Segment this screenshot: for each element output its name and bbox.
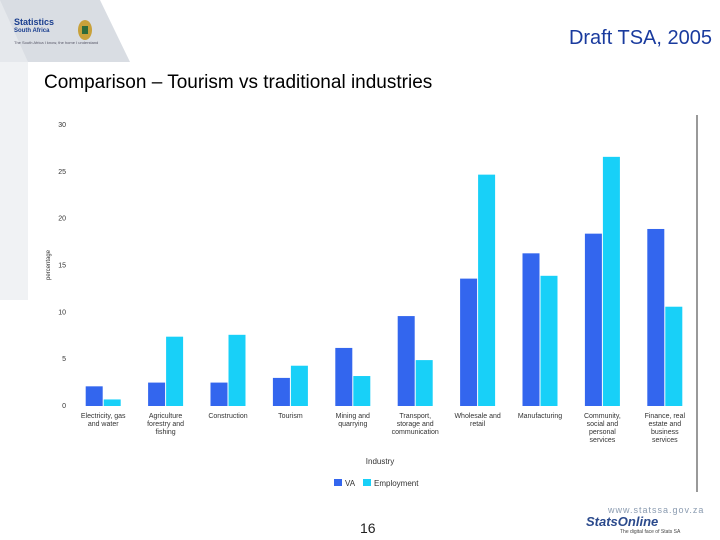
bar-va bbox=[272, 377, 290, 406]
coat-of-arms-icon bbox=[78, 20, 92, 40]
bar-va bbox=[85, 386, 103, 406]
bar-va bbox=[584, 233, 602, 406]
bar-employment bbox=[602, 156, 620, 406]
x-tick-label: Wholesale and bbox=[454, 413, 500, 420]
y-tick-label: 15 bbox=[58, 263, 66, 270]
bar-va bbox=[522, 253, 540, 406]
x-tick-label: Construction bbox=[208, 413, 247, 420]
x-tick-label: Agriculture bbox=[149, 413, 183, 420]
bar-employment bbox=[290, 365, 308, 406]
bar-va bbox=[460, 278, 478, 406]
y-tick-label: 30 bbox=[58, 122, 66, 129]
footer-url: www.statssa.gov.za bbox=[608, 505, 705, 515]
x-tick-label: retail bbox=[470, 421, 486, 428]
x-axis-label: Industry bbox=[366, 457, 394, 466]
legend-label: Employment bbox=[374, 479, 419, 488]
x-tick-label: forestry and bbox=[147, 421, 184, 428]
logo-text: Statistics South Africa bbox=[14, 17, 55, 35]
y-axis-label: percentage bbox=[46, 249, 52, 280]
x-tick-label: social and bbox=[587, 421, 619, 428]
legend-swatch bbox=[363, 479, 371, 486]
slide-title: Comparison – Tourism vs traditional indu… bbox=[44, 72, 433, 93]
x-tick-label: Tourism bbox=[278, 413, 303, 420]
x-tick-label: Transport, bbox=[399, 413, 431, 420]
x-tick-label: fishing bbox=[155, 429, 175, 436]
bar-employment bbox=[166, 336, 184, 406]
x-tick-label: Electricity, gas bbox=[81, 413, 126, 420]
bar-va bbox=[647, 228, 665, 406]
bar-va bbox=[148, 382, 166, 406]
x-tick-label: services bbox=[590, 437, 616, 444]
bar-employment bbox=[353, 376, 371, 406]
bar-employment bbox=[415, 360, 433, 406]
y-tick-label: 5 bbox=[62, 356, 66, 363]
bar-employment bbox=[540, 275, 558, 406]
x-tick-label: storage and bbox=[397, 421, 434, 428]
x-tick-label: business bbox=[651, 429, 679, 436]
x-tick-label: Manufacturing bbox=[518, 413, 562, 420]
y-tick-label: 0 bbox=[62, 403, 66, 410]
x-tick-label: Finance, real bbox=[645, 413, 686, 420]
x-tick-label: Mining and bbox=[336, 413, 370, 420]
page-number: 16 bbox=[360, 520, 376, 536]
x-tick-label: Community, bbox=[584, 413, 621, 420]
bar-va bbox=[335, 347, 353, 406]
bar-employment bbox=[103, 399, 121, 406]
y-tick-label: 10 bbox=[58, 309, 66, 316]
bar-employment bbox=[478, 174, 496, 406]
footer-slogan: The digital face of Stats SA bbox=[620, 529, 681, 535]
footer-brand: StatsOnline bbox=[586, 514, 659, 529]
x-tick-label: quarrying bbox=[338, 421, 367, 428]
header-decoration bbox=[0, 0, 130, 300]
x-tick-label: and water bbox=[88, 421, 119, 428]
y-tick-label: 25 bbox=[58, 169, 66, 176]
x-tick-label: services bbox=[652, 437, 678, 444]
legend-label: VA bbox=[345, 479, 356, 488]
logo-tagline: The South Africa I know, the home I unde… bbox=[14, 40, 99, 45]
bar-employment bbox=[665, 306, 683, 406]
header-title: Draft TSA, 2005 bbox=[568, 27, 712, 49]
x-tick-label: estate and bbox=[648, 421, 681, 428]
x-tick-label: communication bbox=[392, 429, 439, 436]
legend-swatch bbox=[334, 479, 342, 486]
bar-va bbox=[397, 316, 415, 406]
y-tick-label: 20 bbox=[58, 216, 66, 223]
bar-employment bbox=[228, 334, 246, 406]
x-tick-label: personal bbox=[589, 429, 616, 436]
bar-va bbox=[210, 382, 228, 406]
